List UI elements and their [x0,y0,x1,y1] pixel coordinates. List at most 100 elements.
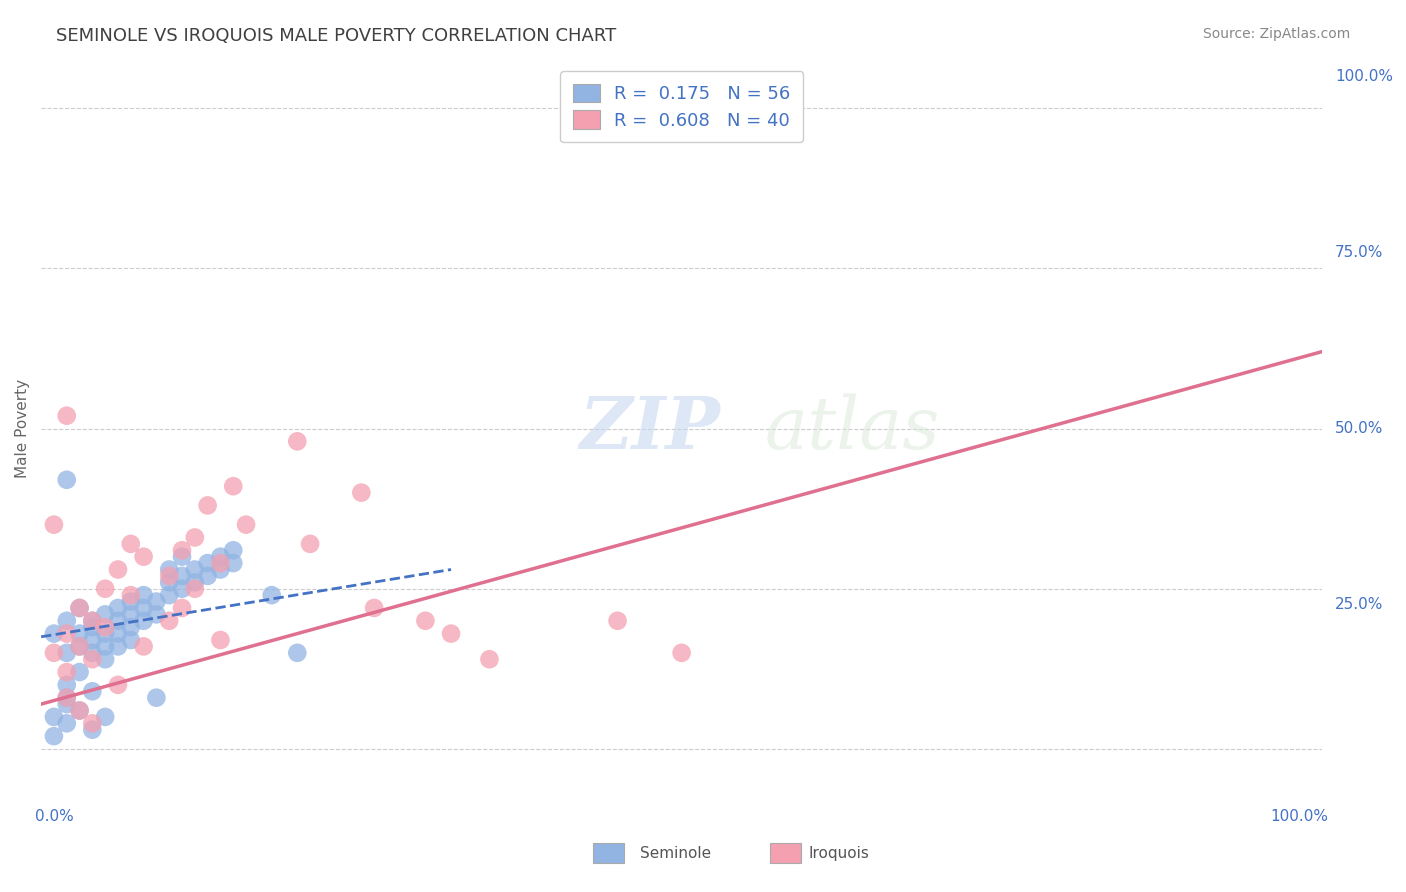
Point [107,614,129,628]
Point [478,652,501,666]
Point [69,665,91,679]
Point [94,626,117,640]
Point [107,640,129,654]
Point [157,614,180,628]
Point [82,723,104,737]
Point [94,640,117,654]
Text: SEMINOLE VS IROQUOIS MALE POVERTY CORRELATION CHART: SEMINOLE VS IROQUOIS MALE POVERTY CORREL… [56,27,616,45]
Point [260,588,283,602]
Point [69,640,91,654]
Point [170,582,193,596]
Point [157,562,180,576]
Point [107,626,129,640]
Point [55,409,77,423]
Point [82,614,104,628]
Point [55,614,77,628]
Point [42,626,65,640]
Text: 100.0%: 100.0% [1271,809,1329,824]
Point [55,690,77,705]
Point [145,690,167,705]
Point [82,684,104,698]
Point [170,601,193,615]
Point [69,601,91,615]
Point [209,562,232,576]
Point [170,543,193,558]
Point [132,640,155,654]
Point [120,632,142,647]
Point [440,626,463,640]
Point [55,665,77,679]
Point [132,601,155,615]
Y-axis label: Male Poverty: Male Poverty [15,379,30,478]
Point [82,614,104,628]
Text: 0.0%: 0.0% [35,809,73,824]
Point [209,549,232,564]
Point [82,632,104,647]
Text: atlas: atlas [765,393,941,464]
Point [157,575,180,590]
Point [94,620,117,634]
Point [120,607,142,622]
Point [184,575,207,590]
Text: Source: ZipAtlas.com: Source: ZipAtlas.com [1202,27,1350,41]
Point [184,562,207,576]
Point [69,601,91,615]
Point [107,562,129,576]
Text: 50.0%: 50.0% [1334,421,1384,436]
Point [120,620,142,634]
Point [145,594,167,608]
Point [82,716,104,731]
Point [197,499,219,513]
Point [415,614,437,628]
Point [222,556,245,570]
Point [235,517,257,532]
Point [107,601,129,615]
Point [209,632,232,647]
Point [184,531,207,545]
Point [69,626,91,640]
Point [55,646,77,660]
Point [157,588,180,602]
Point [299,537,322,551]
Point [69,704,91,718]
Point [120,537,142,551]
Point [120,594,142,608]
Text: Iroquois: Iroquois [808,846,869,861]
Point [170,569,193,583]
Point [55,697,77,711]
Point [69,640,91,654]
Point [120,588,142,602]
Point [55,626,77,640]
Point [671,646,693,660]
Point [606,614,628,628]
Point [209,556,232,570]
Point [55,716,77,731]
Bar [770,843,801,863]
Point [222,479,245,493]
Point [197,556,219,570]
Point [94,652,117,666]
Legend: R =  0.175   N = 56, R =  0.608   N = 40: R = 0.175 N = 56, R = 0.608 N = 40 [560,71,803,142]
Point [157,569,180,583]
Text: 75.0%: 75.0% [1334,244,1384,260]
Point [132,588,155,602]
Point [94,607,117,622]
Point [94,710,117,724]
Point [42,646,65,660]
Point [55,678,77,692]
Point [69,704,91,718]
Point [55,690,77,705]
Point [285,646,308,660]
Point [197,569,219,583]
Point [42,517,65,532]
Point [132,549,155,564]
Point [285,434,308,449]
Point [363,601,385,615]
Point [82,652,104,666]
Point [82,620,104,634]
Point [55,473,77,487]
Point [94,582,117,596]
Point [82,646,104,660]
Bar [593,843,624,863]
Point [170,549,193,564]
